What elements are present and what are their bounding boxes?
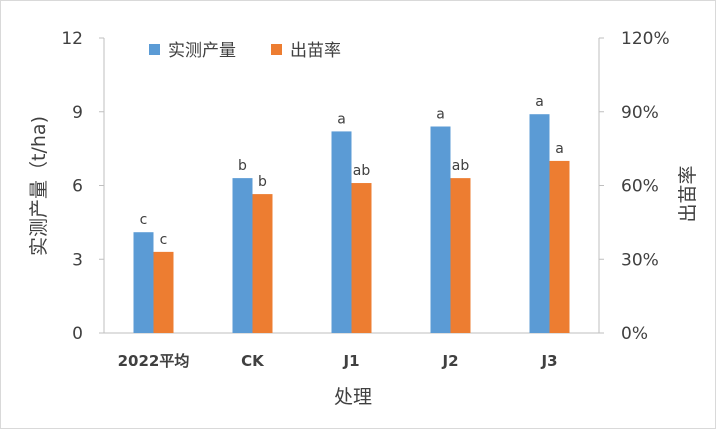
legend-label: 实测产量 <box>168 41 236 61</box>
x-tick-label: 2022平均 <box>118 352 190 370</box>
yield-bar <box>430 126 451 333</box>
yield-significance-label: b <box>238 158 247 174</box>
emergence-significance-label: a <box>555 141 564 157</box>
legend-swatch <box>149 44 160 55</box>
y2-tick-label: 30% <box>621 250 659 270</box>
yield-significance-label: a <box>535 94 544 110</box>
y2-tick-label: 90% <box>621 103 659 123</box>
x-tick-label: J2 <box>441 352 458 370</box>
legend: 实测产量 出苗率 <box>149 41 341 61</box>
y2-tick-label: 60% <box>621 177 659 197</box>
x-tick-label: CK <box>241 352 265 370</box>
y2-tick-label: 120% <box>621 29 670 49</box>
y2-axis-title: 出苗率 <box>677 165 699 222</box>
y-axis-title: 实测产量（t/ha) <box>28 116 50 256</box>
yield-significance-label: a <box>337 111 346 127</box>
bar-labels-group: cc bb a ab a ab a a <box>140 94 564 248</box>
y-tick-label: 0 <box>72 324 83 344</box>
y2-tick-label: 0% <box>621 324 648 344</box>
yield-bar <box>331 131 352 333</box>
x-tick-label: J3 <box>540 352 557 370</box>
emergence-significance-label: b <box>258 174 267 190</box>
legend-label: 出苗率 <box>290 41 341 61</box>
y-tick-label: 3 <box>72 250 83 270</box>
emergence-bar <box>450 178 471 333</box>
yield-bar <box>529 114 550 333</box>
y-tick-label: 9 <box>72 103 83 123</box>
emergence-bar <box>153 251 174 333</box>
yield-bar <box>133 232 154 333</box>
yield-significance-label: c <box>140 212 148 228</box>
emergence-bar <box>351 183 372 333</box>
emergence-bar <box>252 194 273 333</box>
emergence-bar <box>549 160 570 333</box>
emergence-significance-label: ab <box>353 163 371 179</box>
bars-group <box>133 114 570 333</box>
yield-bar <box>232 178 253 333</box>
emergence-significance-label: ab <box>452 158 470 174</box>
x-tick-label: J1 <box>342 352 359 370</box>
x-axis-title: 处理 <box>334 386 372 408</box>
emergence-significance-label: c <box>160 232 168 248</box>
yield-significance-label: a <box>436 107 445 123</box>
y-tick-label: 12 <box>61 29 83 49</box>
y-tick-label: 6 <box>72 177 83 197</box>
legend-swatch <box>271 44 282 55</box>
